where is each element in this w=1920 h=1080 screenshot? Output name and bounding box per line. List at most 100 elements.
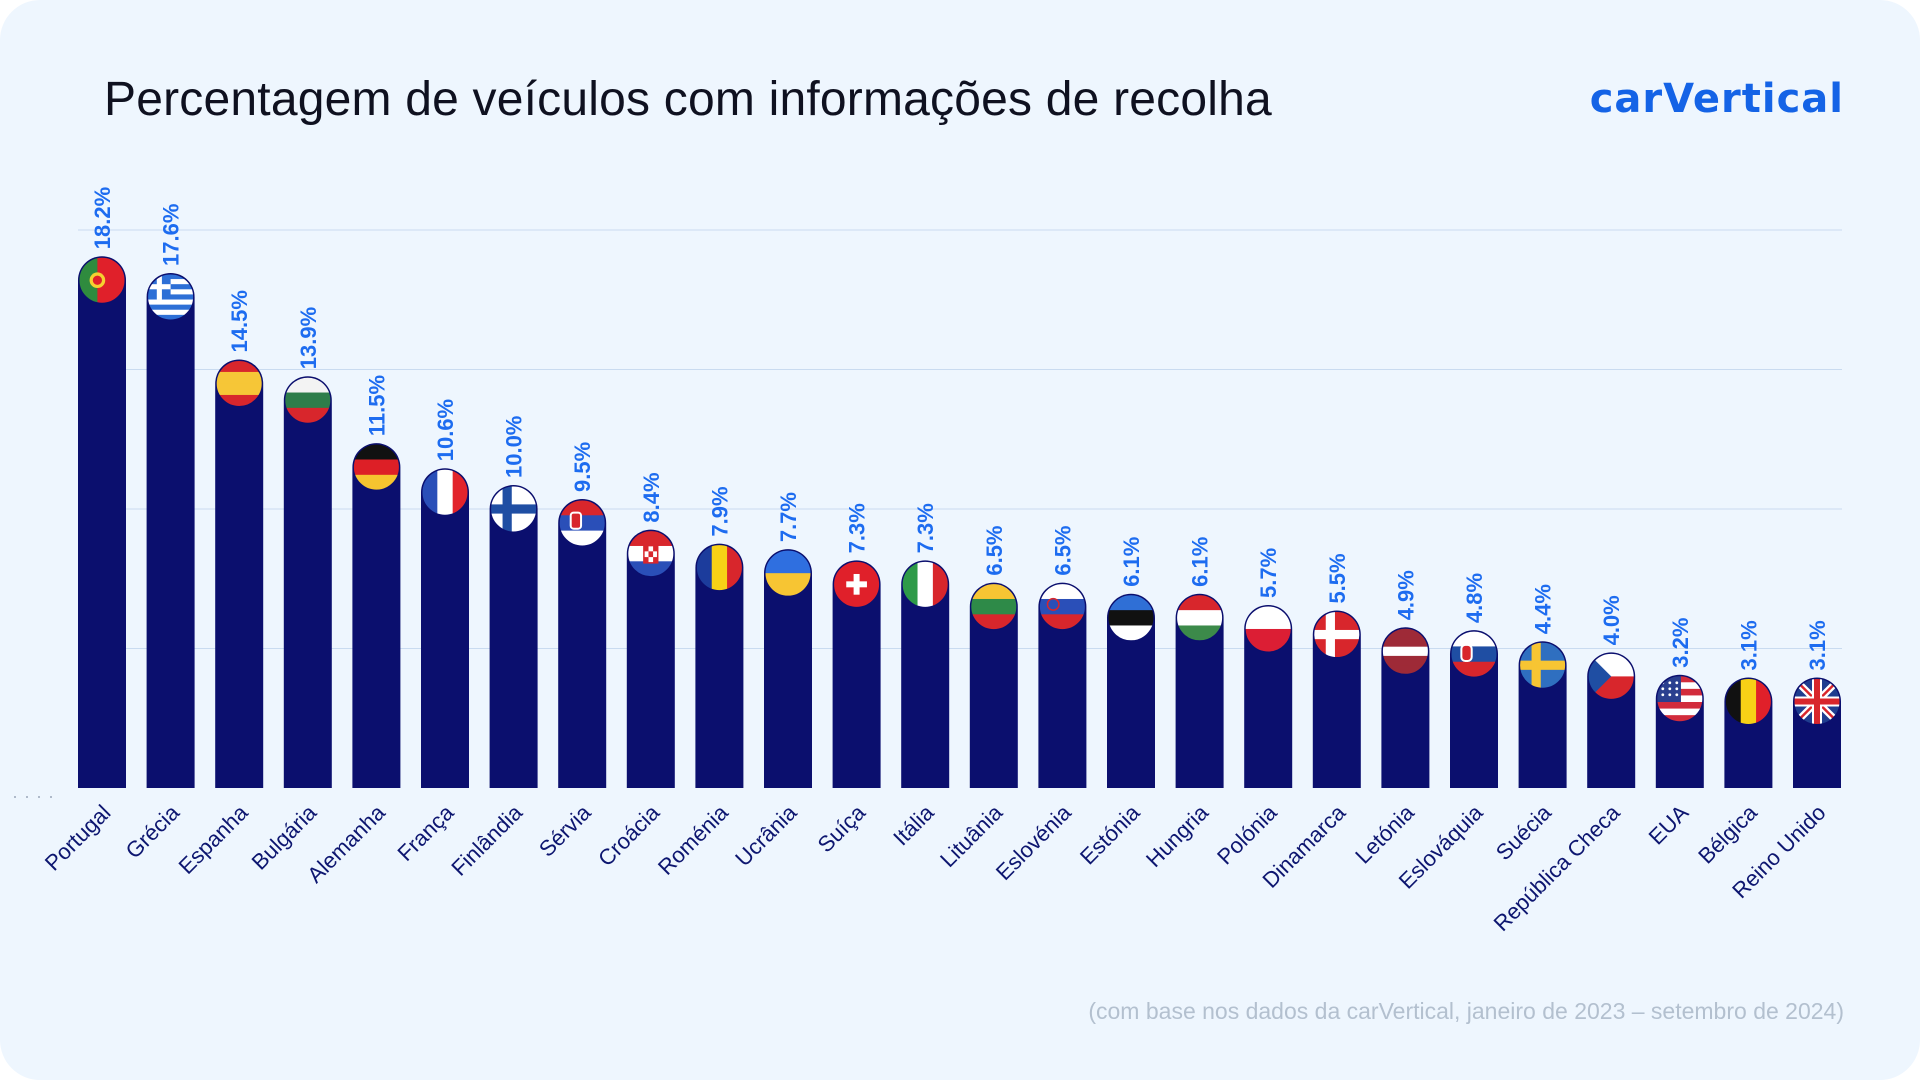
bar-value-label: 3.1% xyxy=(1736,620,1761,670)
brand-logo: carVertical xyxy=(1589,76,1844,122)
flag-outline xyxy=(1656,675,1704,723)
bar xyxy=(215,359,264,788)
category-label: Espanha xyxy=(174,799,254,879)
bar-value-label: 13.9% xyxy=(296,307,321,369)
bar-value-label: 7.3% xyxy=(845,503,870,553)
flag-outline xyxy=(558,499,606,547)
bar-value-label: 7.3% xyxy=(913,503,938,553)
category-label: Letónia xyxy=(1350,799,1419,868)
flag-outline xyxy=(1244,605,1292,653)
romania-flag-icon xyxy=(696,544,743,591)
denmark-flag-icon xyxy=(1313,611,1360,658)
estonia-flag-icon xyxy=(1108,594,1154,641)
finland-flag-icon xyxy=(490,486,537,532)
latvia-flag-icon xyxy=(1382,628,1429,675)
bar-value-label: 6.1% xyxy=(1188,537,1213,587)
chart-title: Percentagem de veículos com informações … xyxy=(104,73,1272,126)
bar xyxy=(421,468,469,788)
portugal-flag-icon xyxy=(79,257,125,304)
flag-outline xyxy=(215,359,263,407)
flag-outline xyxy=(147,273,195,321)
bar-value-label: 11.5% xyxy=(364,375,389,436)
category-label: Suíça xyxy=(813,799,871,857)
flag-outline xyxy=(764,549,812,597)
bar-value-label: 4.4% xyxy=(1531,584,1556,634)
category-label: Ucrânia xyxy=(730,799,802,871)
flag-outline xyxy=(1107,594,1155,642)
flag-outline xyxy=(1176,594,1224,642)
uk-flag-icon xyxy=(1794,678,1840,725)
lithuania-flag-icon xyxy=(970,583,1017,630)
flag-outline xyxy=(1519,641,1567,689)
bar-value-label: 5.5% xyxy=(1325,553,1350,603)
switzerland-flag-icon xyxy=(833,561,880,608)
bar xyxy=(901,560,950,788)
poland-flag-icon xyxy=(1245,605,1292,652)
bar-value-label: 18.2% xyxy=(90,187,115,249)
bar-value-label: 3.1% xyxy=(1805,620,1830,670)
flag-outline xyxy=(78,256,126,304)
bar xyxy=(78,256,126,789)
category-label: Polónia xyxy=(1212,799,1282,869)
flag-outline xyxy=(1313,611,1361,659)
bar-value-label: 4.8% xyxy=(1462,573,1487,623)
category-label: República Checa xyxy=(1489,799,1626,936)
bar-value-label: 6.1% xyxy=(1119,537,1144,587)
belgium-flag-icon xyxy=(1725,678,1772,725)
flag-outline xyxy=(627,530,675,578)
category-label: Finlândia xyxy=(446,799,527,880)
flag-outline xyxy=(1381,627,1429,675)
category-label: Eslovénia xyxy=(991,799,1077,885)
bar-value-label: 3.2% xyxy=(1668,618,1693,668)
bar-value-label: 5.7% xyxy=(1256,548,1281,598)
bar-value-label: 10.0% xyxy=(502,416,527,478)
bar xyxy=(626,529,675,788)
category-label: Estónia xyxy=(1075,799,1145,869)
flag-outline xyxy=(1038,583,1086,631)
category-label: Sérvia xyxy=(534,799,596,861)
bar-value-label: 6.5% xyxy=(982,525,1007,575)
france-flag-icon xyxy=(422,469,468,516)
bar-value-label: 14.5% xyxy=(227,290,252,352)
flag-outline xyxy=(901,560,949,608)
category-label: Suécia xyxy=(1491,799,1557,865)
flag-outline xyxy=(352,443,400,491)
sweden-flag-icon xyxy=(1519,642,1566,689)
slovakia-flag-icon xyxy=(1451,631,1497,678)
croatia-flag-icon xyxy=(627,530,674,577)
bar xyxy=(764,549,812,788)
flag-outline xyxy=(833,560,881,608)
category-label: Itália xyxy=(888,799,939,850)
bar-value-label: 4.0% xyxy=(1599,595,1624,645)
category-label: Hungria xyxy=(1141,799,1214,872)
bar xyxy=(832,560,881,788)
bar xyxy=(558,498,607,788)
hungary-flag-icon xyxy=(1176,594,1223,641)
bar xyxy=(1312,610,1361,788)
czech-republic-flag-icon xyxy=(1588,653,1635,700)
usa-flag-icon xyxy=(1656,675,1703,722)
flag-outline xyxy=(1587,652,1635,700)
bar-value-label: 7.7% xyxy=(776,492,801,542)
bar-value-label: 8.4% xyxy=(639,472,664,522)
category-label: Portugal xyxy=(40,800,116,876)
bar xyxy=(1038,582,1087,788)
bulgaria-flag-icon xyxy=(284,377,331,424)
category-label: Roménia xyxy=(653,799,733,879)
bar-value-label: 4.9% xyxy=(1393,570,1418,620)
flag-outline xyxy=(421,468,469,516)
bar xyxy=(695,543,744,788)
source-footnote: (com base nos dados da carVertical, jane… xyxy=(1088,998,1844,1024)
ukraine-flag-icon xyxy=(765,550,811,597)
bar xyxy=(489,485,538,788)
bar-value-label: 9.5% xyxy=(570,442,595,492)
italy-flag-icon xyxy=(902,561,949,608)
slovenia-flag-icon xyxy=(1039,583,1086,630)
bar-value-label: 7.9% xyxy=(707,486,732,536)
bar xyxy=(1107,593,1155,788)
bar xyxy=(283,376,332,788)
flag-outline xyxy=(695,544,743,592)
bar-value-label: 6.5% xyxy=(1050,525,1075,575)
